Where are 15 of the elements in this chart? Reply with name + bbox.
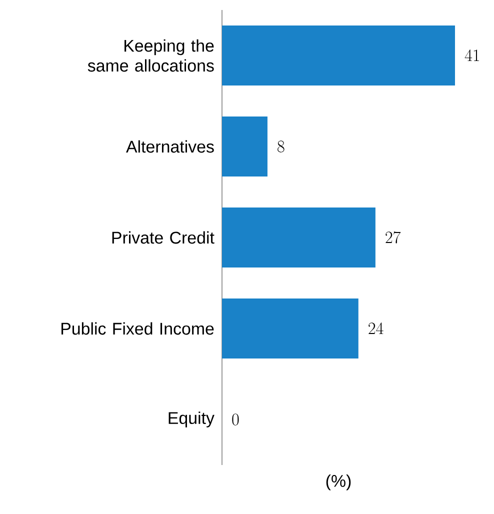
y-tick-label: Keeping the same allocations [88,39,214,72]
data-label: 27 [386,231,401,244]
y-tick-label: Alternatives [126,140,214,153]
data-label: 24 [368,322,384,334]
data-label: 0 [232,414,239,426]
bar [222,298,358,359]
y-tick-label: Public Fixed Income [61,322,214,335]
y-tick-label: Private Credit [112,231,214,244]
data-label: 41 [464,50,480,62]
y-tick-label: Equity [168,412,214,428]
data-label: 8 [278,140,284,152]
x-axis-title: (%) [326,474,351,490]
bar [222,25,455,86]
bar [222,116,268,177]
bar [222,207,376,268]
